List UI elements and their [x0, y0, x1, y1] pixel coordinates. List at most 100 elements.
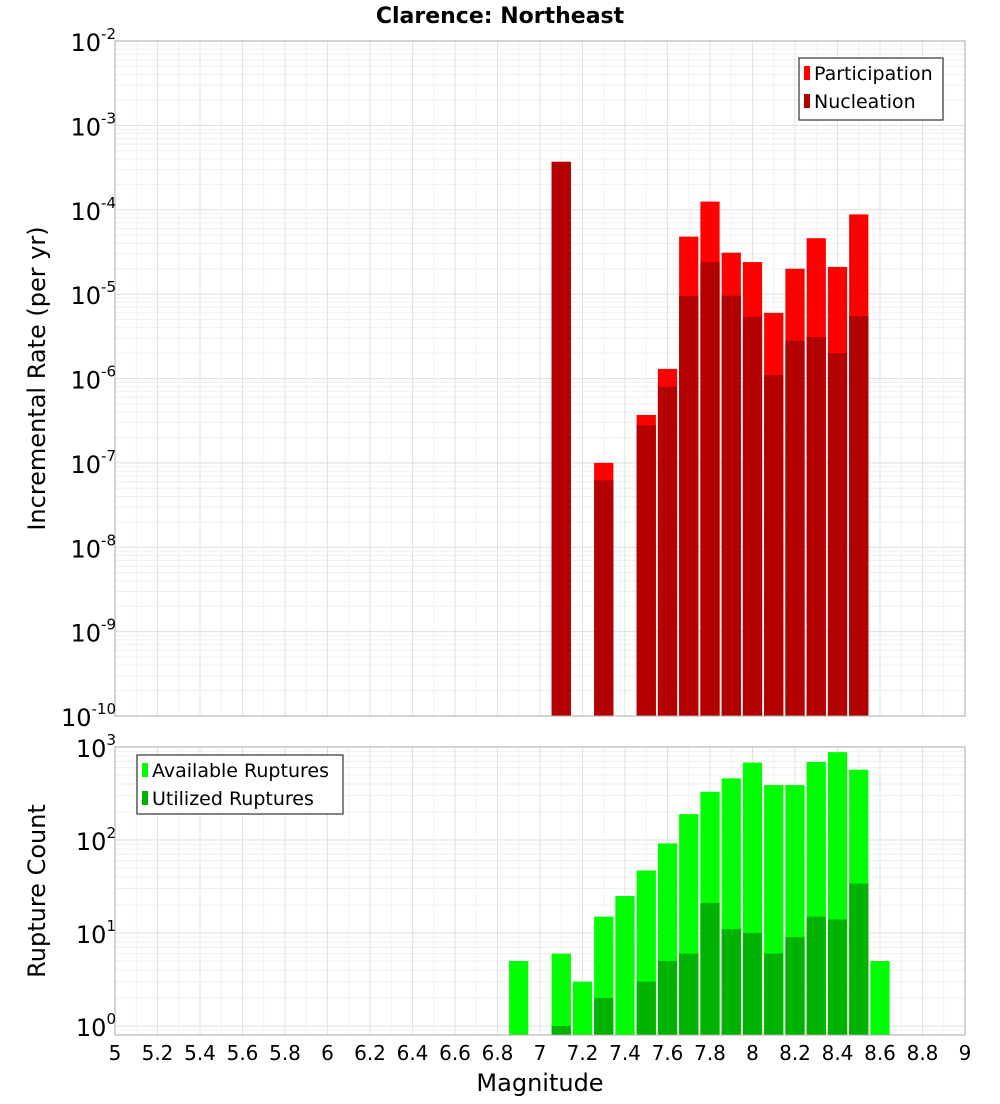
- y-tick-label: 102: [76, 824, 116, 856]
- x-tick-label: 8.4: [822, 1041, 854, 1065]
- bar-nucleation-8.2: [785, 340, 805, 716]
- bar-nucleation-8.5: [849, 316, 869, 716]
- y-tick-label: 10-9: [70, 616, 116, 648]
- y-tick-exponent: -10: [92, 700, 117, 718]
- series-utilized-ruptures: [551, 883, 869, 1035]
- bar-nucleation-8.3: [806, 337, 826, 716]
- y-tick-exponent: -8: [101, 531, 116, 549]
- bar-nucleation-8.4: [827, 353, 848, 716]
- x-tick-label: 8.2: [779, 1041, 811, 1065]
- y-tick-exponent: -7: [101, 447, 116, 465]
- legend-box: [798, 57, 944, 121]
- y-tick-label: 10-4: [70, 194, 116, 226]
- legend: Participation Nucleation: [798, 57, 944, 121]
- x-tick-label: 8.8: [907, 1041, 939, 1065]
- y-tick-exponent: -3: [101, 109, 116, 127]
- y-tick-base: 10: [76, 921, 107, 949]
- bar-nucleation-7.7: [679, 296, 699, 716]
- legend-label: Utilized Ruptures: [152, 788, 314, 810]
- legend-label: Nucleation: [814, 91, 916, 113]
- x-axis-label: Magnitude: [476, 1069, 603, 1097]
- bar-utilized-ruptures-8.4: [827, 919, 848, 1035]
- y-tick-exponent: 1: [106, 917, 116, 935]
- y-tick-label: 10-10: [61, 700, 116, 732]
- y-tick-label: 10-7: [70, 447, 116, 479]
- y-tick-base: 10: [70, 367, 101, 395]
- bar-utilized-ruptures-8.5: [849, 883, 869, 1035]
- x-tick-label: 5.2: [142, 1041, 174, 1065]
- legend: Available Ruptures Utilized Ruptures: [136, 754, 344, 815]
- x-tick-label: 6.6: [439, 1041, 471, 1065]
- bar-utilized-ruptures-7.7: [679, 953, 699, 1035]
- bar-available-ruptures-6.9: [509, 960, 529, 1035]
- y-axis-label: Incremental Rate (per yr): [23, 226, 51, 530]
- y-tick-base: 10: [70, 113, 101, 141]
- legend-swatch: [804, 94, 810, 108]
- series-nucleation: [551, 161, 869, 716]
- y-tick-base: 10: [61, 704, 92, 732]
- y-tick-exponent: 0: [106, 1010, 116, 1028]
- y-tick-exponent: 2: [106, 824, 116, 842]
- x-tick-label: 5.8: [269, 1041, 301, 1065]
- bar-utilized-ruptures-8.2: [785, 937, 805, 1035]
- y-tick-base: 10: [70, 451, 101, 479]
- y-tick-exponent: -9: [101, 616, 116, 634]
- plot-frame: [114, 40, 966, 717]
- bar-utilized-ruptures-7.3: [594, 997, 614, 1035]
- bar-nucleation-7.5: [636, 425, 656, 716]
- bar-available-ruptures-7.2: [572, 981, 593, 1035]
- bar-utilized-ruptures-7.1: [551, 1025, 571, 1035]
- x-tick-label: 6.8: [482, 1041, 514, 1065]
- legend-box: [136, 754, 344, 815]
- y-tick-base: 10: [76, 1014, 107, 1042]
- y-tick-label: 10-2: [70, 25, 116, 57]
- x-tick-label: 8: [746, 1041, 759, 1065]
- y-tick-base: 10: [76, 735, 107, 763]
- y-tick-exponent: -5: [101, 278, 116, 296]
- y-tick-exponent: -2: [101, 25, 116, 43]
- y-tick-exponent: -4: [101, 194, 116, 212]
- y-tick-base: 10: [70, 198, 101, 226]
- x-tick-label: 7.6: [652, 1041, 684, 1065]
- y-axis-label: Rupture Count: [23, 804, 51, 978]
- bar-available-ruptures-7.4: [615, 895, 635, 1035]
- y-tick-label: 10-6: [70, 363, 116, 395]
- bar-available-ruptures-8.6: [870, 960, 890, 1035]
- bar-utilized-ruptures-8.3: [806, 916, 826, 1035]
- bar-available-ruptures-7.1: [551, 953, 571, 1035]
- y-tick-label: 10-8: [70, 531, 116, 563]
- bar-nucleation-8: [742, 316, 763, 716]
- x-tick-label: 8.6: [864, 1041, 896, 1065]
- x-tick-label: 7.8: [694, 1041, 726, 1065]
- bar-nucleation-8.1: [764, 375, 784, 716]
- x-tick-label: 7.2: [567, 1041, 599, 1065]
- y-tick-base: 10: [70, 29, 101, 57]
- legend-swatch: [142, 763, 148, 777]
- bar-utilized-ruptures-7.8: [700, 903, 720, 1035]
- y-tick-exponent: -6: [101, 363, 116, 381]
- x-tick-label: 5.4: [184, 1041, 216, 1065]
- y-tick-label: 101: [76, 917, 116, 949]
- legend-swatch: [142, 791, 148, 805]
- y-tick-base: 10: [76, 828, 107, 856]
- y-tick-exponent: 3: [106, 731, 116, 749]
- bar-utilized-ruptures-7.6: [657, 960, 678, 1035]
- bar-utilized-ruptures-8: [742, 932, 763, 1035]
- chart-panel-1: 10-1010-910-810-710-610-510-410-310-2Inc…: [23, 4, 966, 732]
- legend-label: Participation: [814, 63, 933, 85]
- y-tick-label: 10-3: [70, 109, 116, 141]
- bar-utilized-ruptures-7.9: [721, 929, 741, 1035]
- bar-utilized-ruptures-7.5: [636, 981, 656, 1035]
- plot-frame: [114, 746, 966, 1036]
- bar-nucleation-7.6: [657, 386, 678, 716]
- x-tick-label: 9: [959, 1041, 972, 1065]
- bar-nucleation-7.8: [700, 262, 720, 716]
- y-tick-label: 100: [76, 1010, 116, 1042]
- legend-swatch: [804, 66, 810, 80]
- bar-utilized-ruptures-8.1: [764, 953, 784, 1035]
- x-tick-label: 5.6: [227, 1041, 259, 1065]
- y-tick-label: 103: [76, 731, 116, 763]
